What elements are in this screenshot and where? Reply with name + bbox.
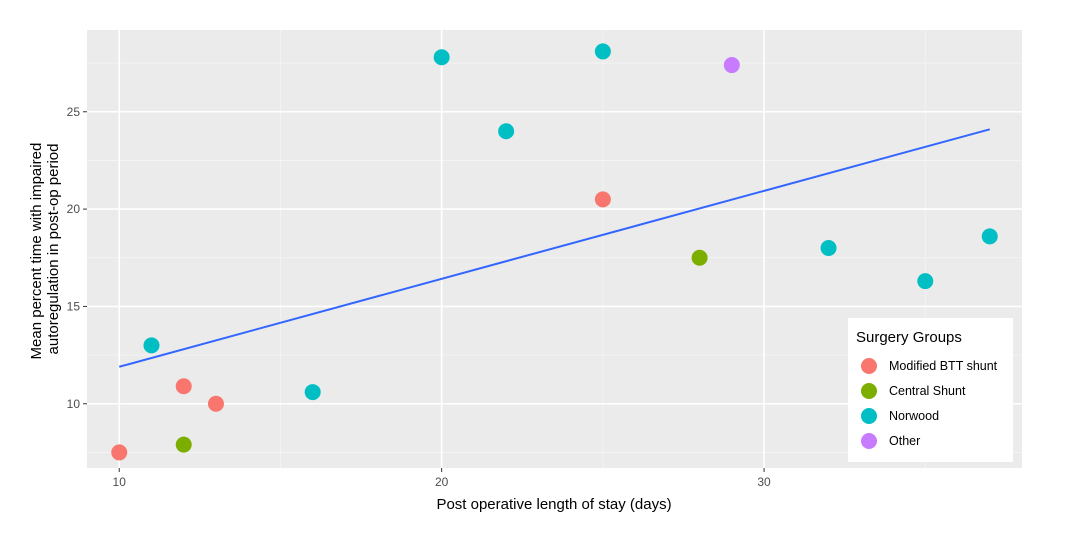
x-tick-label: 20 [435, 475, 449, 489]
point-other [723, 57, 740, 74]
point-norwood [143, 337, 160, 354]
minor-gridlines [87, 30, 1022, 468]
y-axis: 10 15 20 25 [67, 105, 87, 411]
legend-title: Surgery Groups [856, 329, 962, 346]
legend-label-central-shunt: Central Shunt [889, 384, 966, 398]
point-modified-btt-shunt [594, 191, 611, 208]
point-modified-btt-shunt [111, 444, 128, 461]
legend-label-norwood: Norwood [889, 409, 939, 423]
y-tick-label: 10 [67, 397, 81, 411]
point-norwood [433, 49, 450, 66]
legend-label-other: Other [889, 434, 920, 448]
y-tick-label: 15 [67, 299, 81, 313]
x-axis-title: Post operative length of stay (days) [436, 496, 671, 513]
point-central-shunt [691, 249, 708, 266]
point-norwood [594, 43, 611, 60]
legend-key-modified-btt-shunt [861, 358, 877, 374]
point-modified-btt-shunt [175, 378, 192, 395]
y-axis-title: Mean percent time with impaired autoregu… [28, 139, 62, 360]
legend-key-central-shunt [861, 383, 877, 399]
legend-key-norwood [861, 408, 877, 424]
point-norwood [498, 123, 515, 140]
y-axis-title-line-1: Mean percent time with impaired [28, 143, 45, 360]
y-axis-title-line-2: autoregulation in post-op period [45, 144, 62, 355]
legend-entries: Modified BTT shunt Central Shunt Norwood Ot… [861, 358, 998, 449]
x-tick-label: 10 [113, 475, 127, 489]
x-tick-label: 30 [757, 475, 771, 489]
point-central-shunt [175, 436, 192, 453]
y-tick-label: 20 [67, 202, 81, 216]
legend-key-other [861, 433, 877, 449]
trend-line [118, 128, 991, 368]
x-axis: 10 20 30 [113, 468, 771, 489]
point-norwood [304, 384, 321, 401]
point-norwood [917, 273, 934, 290]
point-norwood [981, 228, 998, 245]
legend-label-modified-btt-shunt: Modified BTT shunt [889, 359, 998, 373]
point-norwood [820, 240, 837, 257]
legend: Surgery Groups Modified BTT shunt Central… [848, 318, 1013, 462]
trend-line-group [118, 128, 991, 368]
point-modified-btt-shunt [207, 395, 224, 412]
data-points [111, 43, 998, 461]
y-tick-label: 25 [67, 105, 81, 119]
